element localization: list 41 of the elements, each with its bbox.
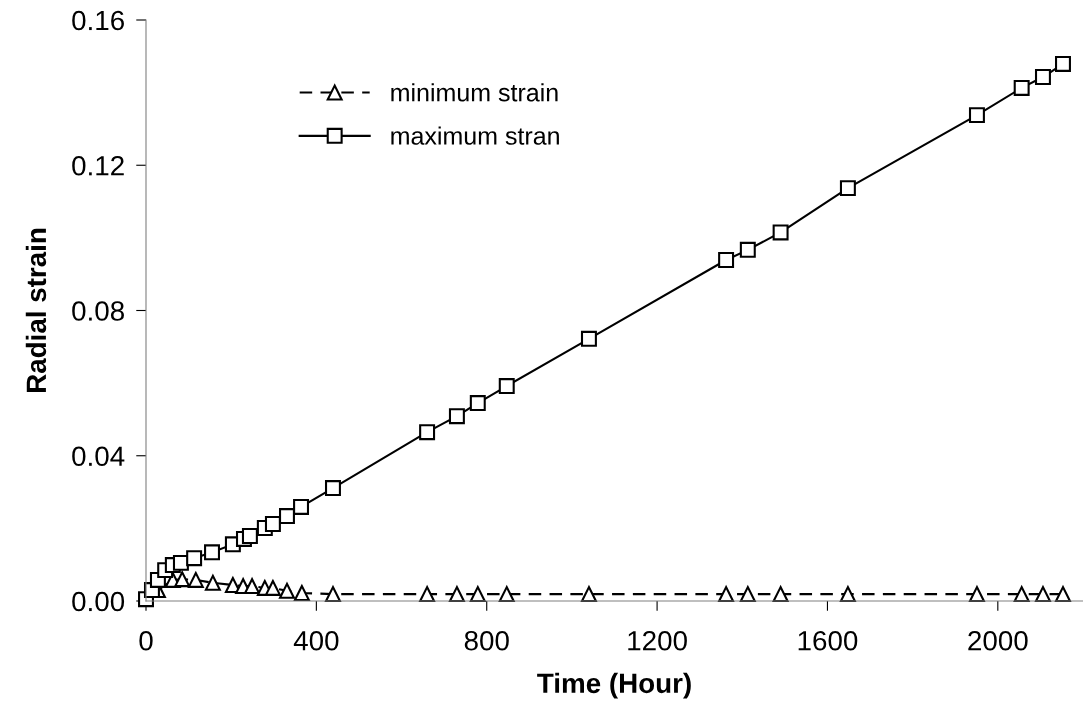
point xyxy=(278,508,295,525)
y-tick-label: 0.00 xyxy=(72,591,125,612)
point xyxy=(772,224,789,241)
x-tick-label: 2000 xyxy=(968,630,1028,651)
point xyxy=(204,544,220,561)
point xyxy=(293,585,310,601)
point xyxy=(498,378,515,395)
x-tick-label: 1600 xyxy=(798,630,858,651)
point xyxy=(419,424,436,441)
x-axis-title: Time (Hour) xyxy=(537,672,691,699)
point xyxy=(469,395,486,412)
x-tick-label: 800 xyxy=(464,630,509,651)
point xyxy=(1055,55,1071,72)
y-tick-label: 0.12 xyxy=(72,155,124,176)
point xyxy=(839,180,856,197)
point xyxy=(718,252,735,269)
point xyxy=(580,330,597,347)
y-tick-label: 0.16 xyxy=(72,10,124,31)
point xyxy=(968,107,985,124)
x-tick-label: 0 xyxy=(139,630,153,651)
point xyxy=(278,582,295,599)
point xyxy=(264,516,281,532)
point xyxy=(187,571,204,588)
y-tick-label: 0.08 xyxy=(72,301,124,321)
point xyxy=(1034,69,1051,85)
y-tick-label: 0.04 xyxy=(72,446,125,467)
point xyxy=(204,574,221,591)
x-tick-label: 1200 xyxy=(628,630,687,651)
legend-label: maximum stran xyxy=(391,126,559,145)
point xyxy=(174,571,191,588)
point xyxy=(241,528,258,544)
point xyxy=(1013,79,1030,96)
point xyxy=(293,498,310,515)
point xyxy=(186,550,203,567)
point xyxy=(324,480,341,497)
point xyxy=(264,579,281,596)
point xyxy=(739,241,756,258)
y-axis-title: Radial strain xyxy=(25,228,47,392)
x-tick-label: 400 xyxy=(293,630,339,651)
legend-label: minimum strain xyxy=(391,83,558,102)
point xyxy=(448,408,465,425)
